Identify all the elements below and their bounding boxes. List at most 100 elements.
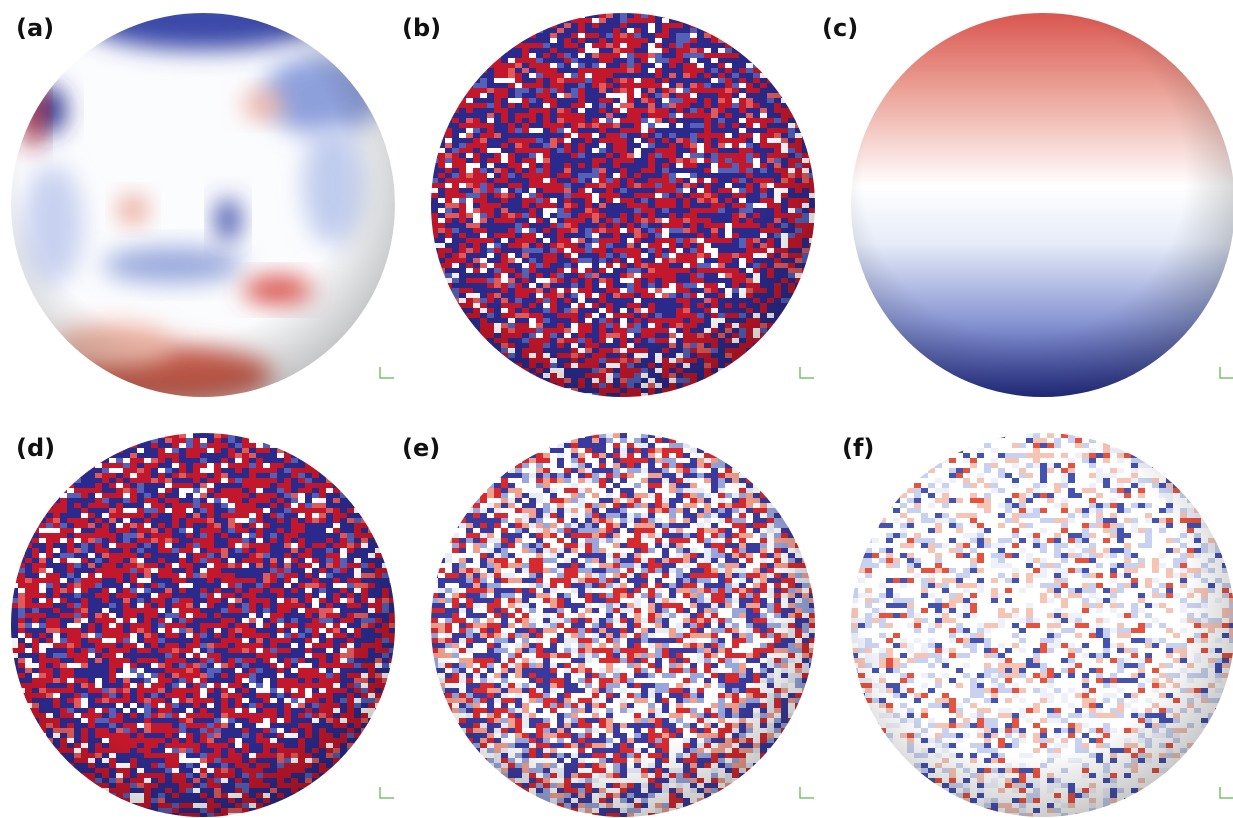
noise-cell [67,478,75,484]
noise-cell [249,433,257,439]
noise-cell [487,348,495,354]
noise-cell [774,328,782,334]
noise-cell [536,383,544,389]
noise-cell [746,53,754,59]
noise-cell [683,18,691,24]
noise-cell [46,498,54,504]
noise-cell [809,143,817,149]
noise-cell [445,293,453,299]
sphere [431,13,817,399]
noise-cell [508,368,516,374]
noise-cell [445,108,453,114]
noise-cell [487,53,495,59]
noise-cell [473,338,481,344]
noise-cell [788,308,796,314]
noise-cell [515,33,523,39]
noise-cell [11,563,19,569]
noise-cell [270,438,278,444]
noise-cell [25,528,33,534]
noise-cell [494,48,502,54]
noise-cell [25,533,33,539]
noise-cell [704,378,712,384]
noise-cell [508,363,516,369]
noise-cell [305,453,313,459]
noise-cell [557,388,565,394]
noise-cell [557,13,565,19]
noise-cell [368,518,376,524]
noise-cell [277,443,285,449]
noise-cell [809,148,817,154]
noise-cell [431,143,439,149]
noise-cell [809,253,817,259]
page: (a) (b) (c) (d) (e) (f) (() => { const d… [0,0,1233,818]
axis-icon [380,367,394,378]
noise-cell [739,358,747,364]
figure: (a) (b) (c) (d) (e) (f) [0,0,1233,818]
noise-cell [431,148,439,154]
noise-cell [438,128,446,134]
noise-cell [543,23,551,29]
noise-cell [284,443,292,449]
noise-cell [382,548,390,554]
noise-cell [753,58,761,64]
noise-cell [431,138,439,144]
noise-cell [774,323,782,329]
panel-label: (e) [402,434,440,462]
noise-cell [347,488,355,494]
axis-icon [1220,367,1233,378]
noise-cell [305,458,313,464]
noise-cell [312,463,320,469]
panel-label: (c) [822,14,858,42]
noise-cell [11,568,19,574]
noise-cell [522,28,530,34]
noise-cell [326,468,334,474]
noise-cell [767,68,775,74]
noise-cell [256,433,264,439]
noise-cell [802,128,810,134]
noise-cell [473,68,481,74]
sphere [11,433,397,818]
noise-cell [781,88,789,94]
noise-cell [732,38,740,44]
noise-cell [697,23,705,29]
noise-cell [445,113,453,119]
noise-cell [137,433,145,439]
noise-cell [564,393,572,399]
panel-label: (f) [842,434,874,462]
noise-cell [732,43,740,49]
noise-cell [263,438,271,444]
noise-cell [753,348,761,354]
noise-cell [690,18,698,24]
noise-cell [788,303,796,309]
noise-cell [795,113,803,119]
noise-cell [494,353,502,359]
noise-cell [508,38,516,44]
noise-cell [571,13,579,19]
noise-cell [452,308,460,314]
noise-cell [515,373,523,379]
noise-cell [151,433,159,439]
noise-cell [529,378,537,384]
noise-cell [88,458,96,464]
noise-cell [340,483,348,489]
noise-cell [144,433,152,439]
noise-cell [60,483,68,489]
noise-cell [53,488,61,494]
noise-cell [382,553,390,559]
noise-cell [501,43,509,49]
noise-cell [676,393,684,399]
noise-cell [802,133,810,139]
noise-cell [725,368,733,374]
noise-cell [746,353,754,359]
noise-cell [389,568,397,574]
noise-cell [774,78,782,84]
noise-cell [18,543,26,549]
noise-cell [732,363,740,369]
sphere-shade [11,13,395,397]
noise-cell [81,463,89,469]
noise-cell [95,453,103,459]
noise-cell [774,83,782,89]
noise-cell [564,13,572,19]
noise-cell [375,533,383,539]
noise-cell [480,63,488,69]
